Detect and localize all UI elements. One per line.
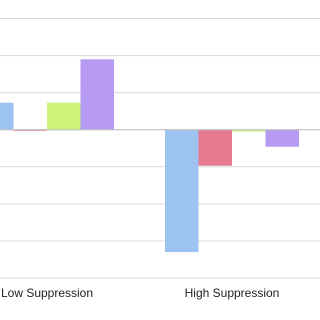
bar	[165, 129, 199, 253]
bar	[0, 102, 14, 130]
bar	[13, 129, 47, 131]
bar	[47, 102, 81, 130]
bar	[265, 129, 299, 147]
bar	[232, 129, 266, 132]
x-tick-label: Low Suppression	[1, 286, 93, 300]
bar	[198, 129, 232, 166]
bar	[80, 59, 114, 130]
x-tick-label: High Suppression	[185, 286, 280, 300]
